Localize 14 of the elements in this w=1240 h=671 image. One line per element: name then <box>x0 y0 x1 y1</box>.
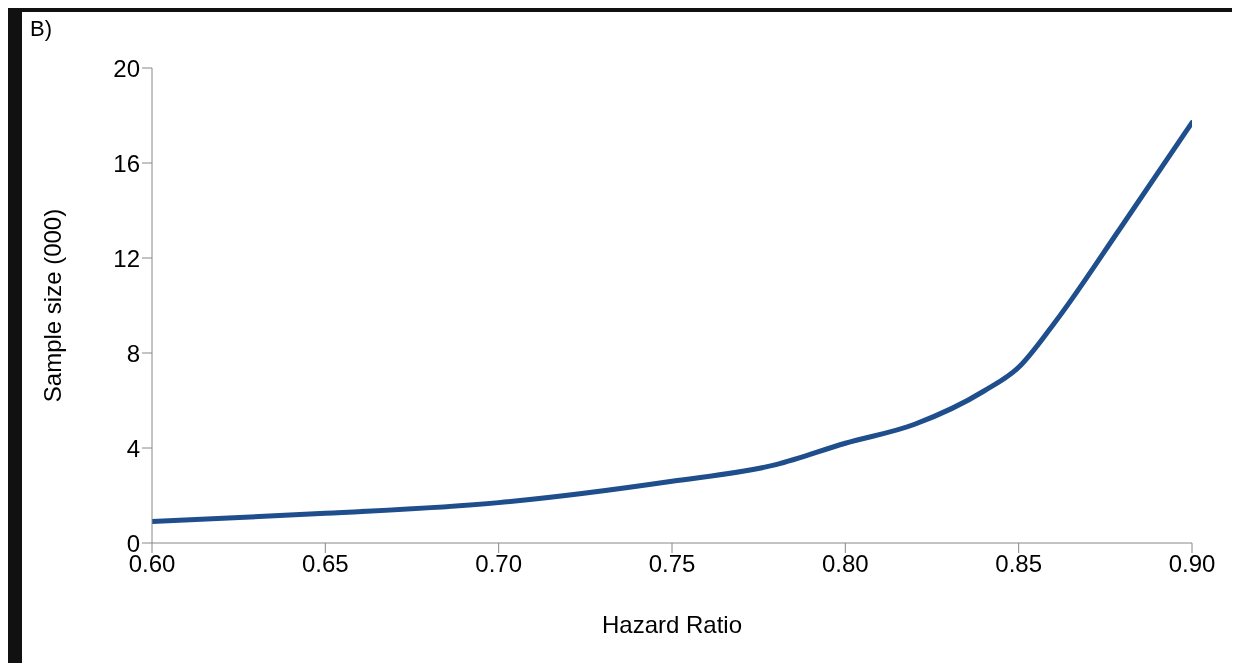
y-tick-label: 20 <box>113 54 140 82</box>
x-tick-label: 0.85 <box>995 550 1043 578</box>
x-tick-label: 0.65 <box>301 550 349 578</box>
x-tick-label: 0.80 <box>821 550 869 578</box>
y-axis-title: Sample size (000) <box>38 208 66 403</box>
x-tick-label: 0.90 <box>1168 550 1216 578</box>
y-tick-label: 8 <box>126 339 140 367</box>
y-tick-label: 16 <box>113 149 140 177</box>
chart-title: B) <box>30 16 52 42</box>
x-axis-title: Hazard Ratio <box>601 611 743 638</box>
x-tick-label: 0.75 <box>648 550 696 578</box>
y-tick-label: 4 <box>126 434 140 462</box>
x-tick-label: 0.70 <box>475 550 523 578</box>
y-tick-label: 12 <box>113 244 140 272</box>
